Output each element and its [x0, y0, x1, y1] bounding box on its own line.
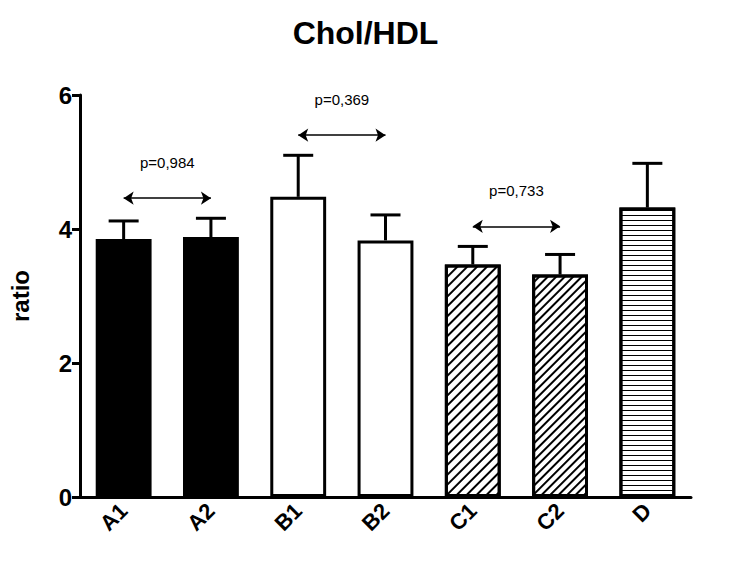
svg-text:p=0,984: p=0,984 — [140, 154, 195, 171]
svg-text:B2: B2 — [357, 498, 395, 536]
svg-text:C1: C1 — [444, 498, 482, 536]
svg-text:0: 0 — [59, 484, 72, 511]
svg-text:D: D — [627, 498, 656, 527]
svg-text:B1: B1 — [269, 498, 307, 536]
svg-text:4: 4 — [59, 216, 73, 243]
svg-text:Chol/HDL: Chol/HDL — [293, 15, 439, 51]
svg-text:A2: A2 — [182, 498, 220, 536]
svg-text:C2: C2 — [531, 498, 569, 536]
svg-text:6: 6 — [59, 82, 72, 109]
svg-text:2: 2 — [59, 350, 72, 377]
svg-text:ratio: ratio — [7, 270, 34, 322]
svg-text:p=0,369: p=0,369 — [315, 91, 370, 108]
svg-text:A1: A1 — [95, 498, 133, 536]
svg-text:p=0,733: p=0,733 — [489, 182, 544, 199]
